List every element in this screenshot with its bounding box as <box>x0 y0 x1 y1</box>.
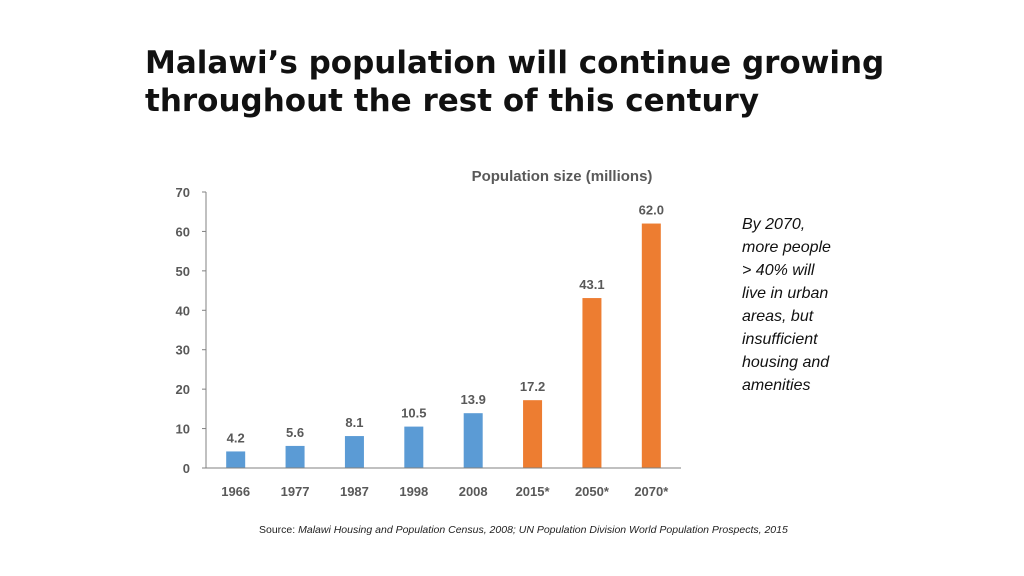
bar-2015-projected <box>523 400 543 468</box>
callout-line-2: more people <box>742 239 831 256</box>
callout-line-7: housing and <box>742 354 830 371</box>
callout-line-6: insufficient <box>742 331 818 348</box>
bar-1966 <box>226 451 246 468</box>
x-tick-label: 1977 <box>281 484 310 499</box>
callout-line-8: amenities <box>742 377 811 394</box>
bars: 4.2 5.6 8.1 10.5 13.9 17.2 43.1 62.0 <box>226 203 664 468</box>
bar-1977 <box>285 445 305 468</box>
x-tick-label: 2050* <box>575 484 610 499</box>
slide-title: Malawi’s population will continue growin… <box>145 44 905 120</box>
bar-2070-projected <box>641 223 661 468</box>
callout-line-4: live in urban <box>742 285 829 302</box>
y-tick-label: 60 <box>176 224 190 239</box>
source-text: Malawi Housing and Population Census, 20… <box>298 524 788 536</box>
data-label: 43.1 <box>579 277 604 292</box>
slide-title-line-2: throughout the rest of this century <box>145 83 760 119</box>
data-label: 5.6 <box>286 425 304 440</box>
x-axis: 1966 1977 1987 1998 2008 2015* 2050* 2070* <box>206 467 681 499</box>
y-axis: 0 10 20 30 40 50 60 70 <box>176 185 207 476</box>
x-tick-label: 1966 <box>221 484 250 499</box>
data-label: 13.9 <box>461 392 486 407</box>
callout-line-1: By 2070, <box>742 216 806 233</box>
source-note: Source: Malawi Housing and Population Ce… <box>259 524 979 536</box>
data-label: 8.1 <box>345 415 363 430</box>
x-tick-label: 2015* <box>516 484 551 499</box>
y-tick-label: 10 <box>176 422 190 437</box>
data-label: 4.2 <box>227 430 245 445</box>
chart-title: Population size (millions) <box>472 168 653 185</box>
x-tick-label: 1998 <box>399 484 428 499</box>
bar-1998 <box>404 426 424 468</box>
callout-line-3: > 40% will <box>742 262 815 279</box>
data-label: 17.2 <box>520 379 545 394</box>
y-tick-label: 40 <box>176 303 190 318</box>
bar-2050-projected <box>582 298 602 468</box>
y-tick-label: 70 <box>176 185 190 200</box>
data-label: 62.0 <box>639 203 664 218</box>
y-tick-label: 20 <box>176 382 190 397</box>
x-tick-label: 2008 <box>459 484 488 499</box>
bar-2008 <box>463 413 483 468</box>
urbanization-callout: By 2070, more people > 40% will live in … <box>742 213 862 397</box>
y-tick-label: 30 <box>176 343 190 358</box>
y-tick-label: 0 <box>183 461 190 476</box>
slide-title-line-1: Malawi’s population will continue growin… <box>145 45 885 81</box>
bar-1987 <box>344 436 364 468</box>
x-tick-label: 2070* <box>634 484 669 499</box>
source-prefix: Source: <box>259 524 299 536</box>
data-label: 10.5 <box>401 406 426 421</box>
x-tick-label: 1987 <box>340 484 369 499</box>
callout-line-5: areas, but <box>742 308 814 325</box>
y-tick-label: 50 <box>176 264 190 279</box>
